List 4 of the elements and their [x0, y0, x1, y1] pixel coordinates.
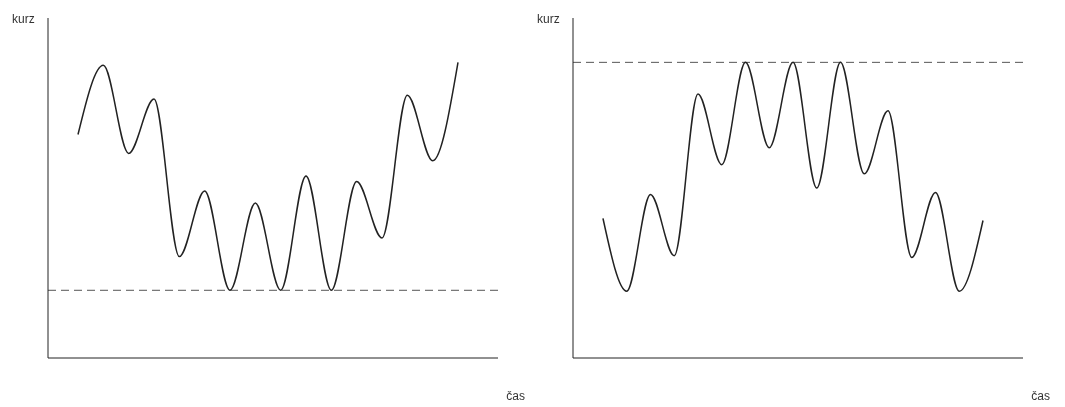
x-axis-title: čas	[506, 389, 525, 403]
y-axis-title: kurz	[537, 12, 560, 26]
y-axis-title: kurz	[12, 12, 35, 26]
x-axis-title: čas	[1031, 389, 1050, 403]
